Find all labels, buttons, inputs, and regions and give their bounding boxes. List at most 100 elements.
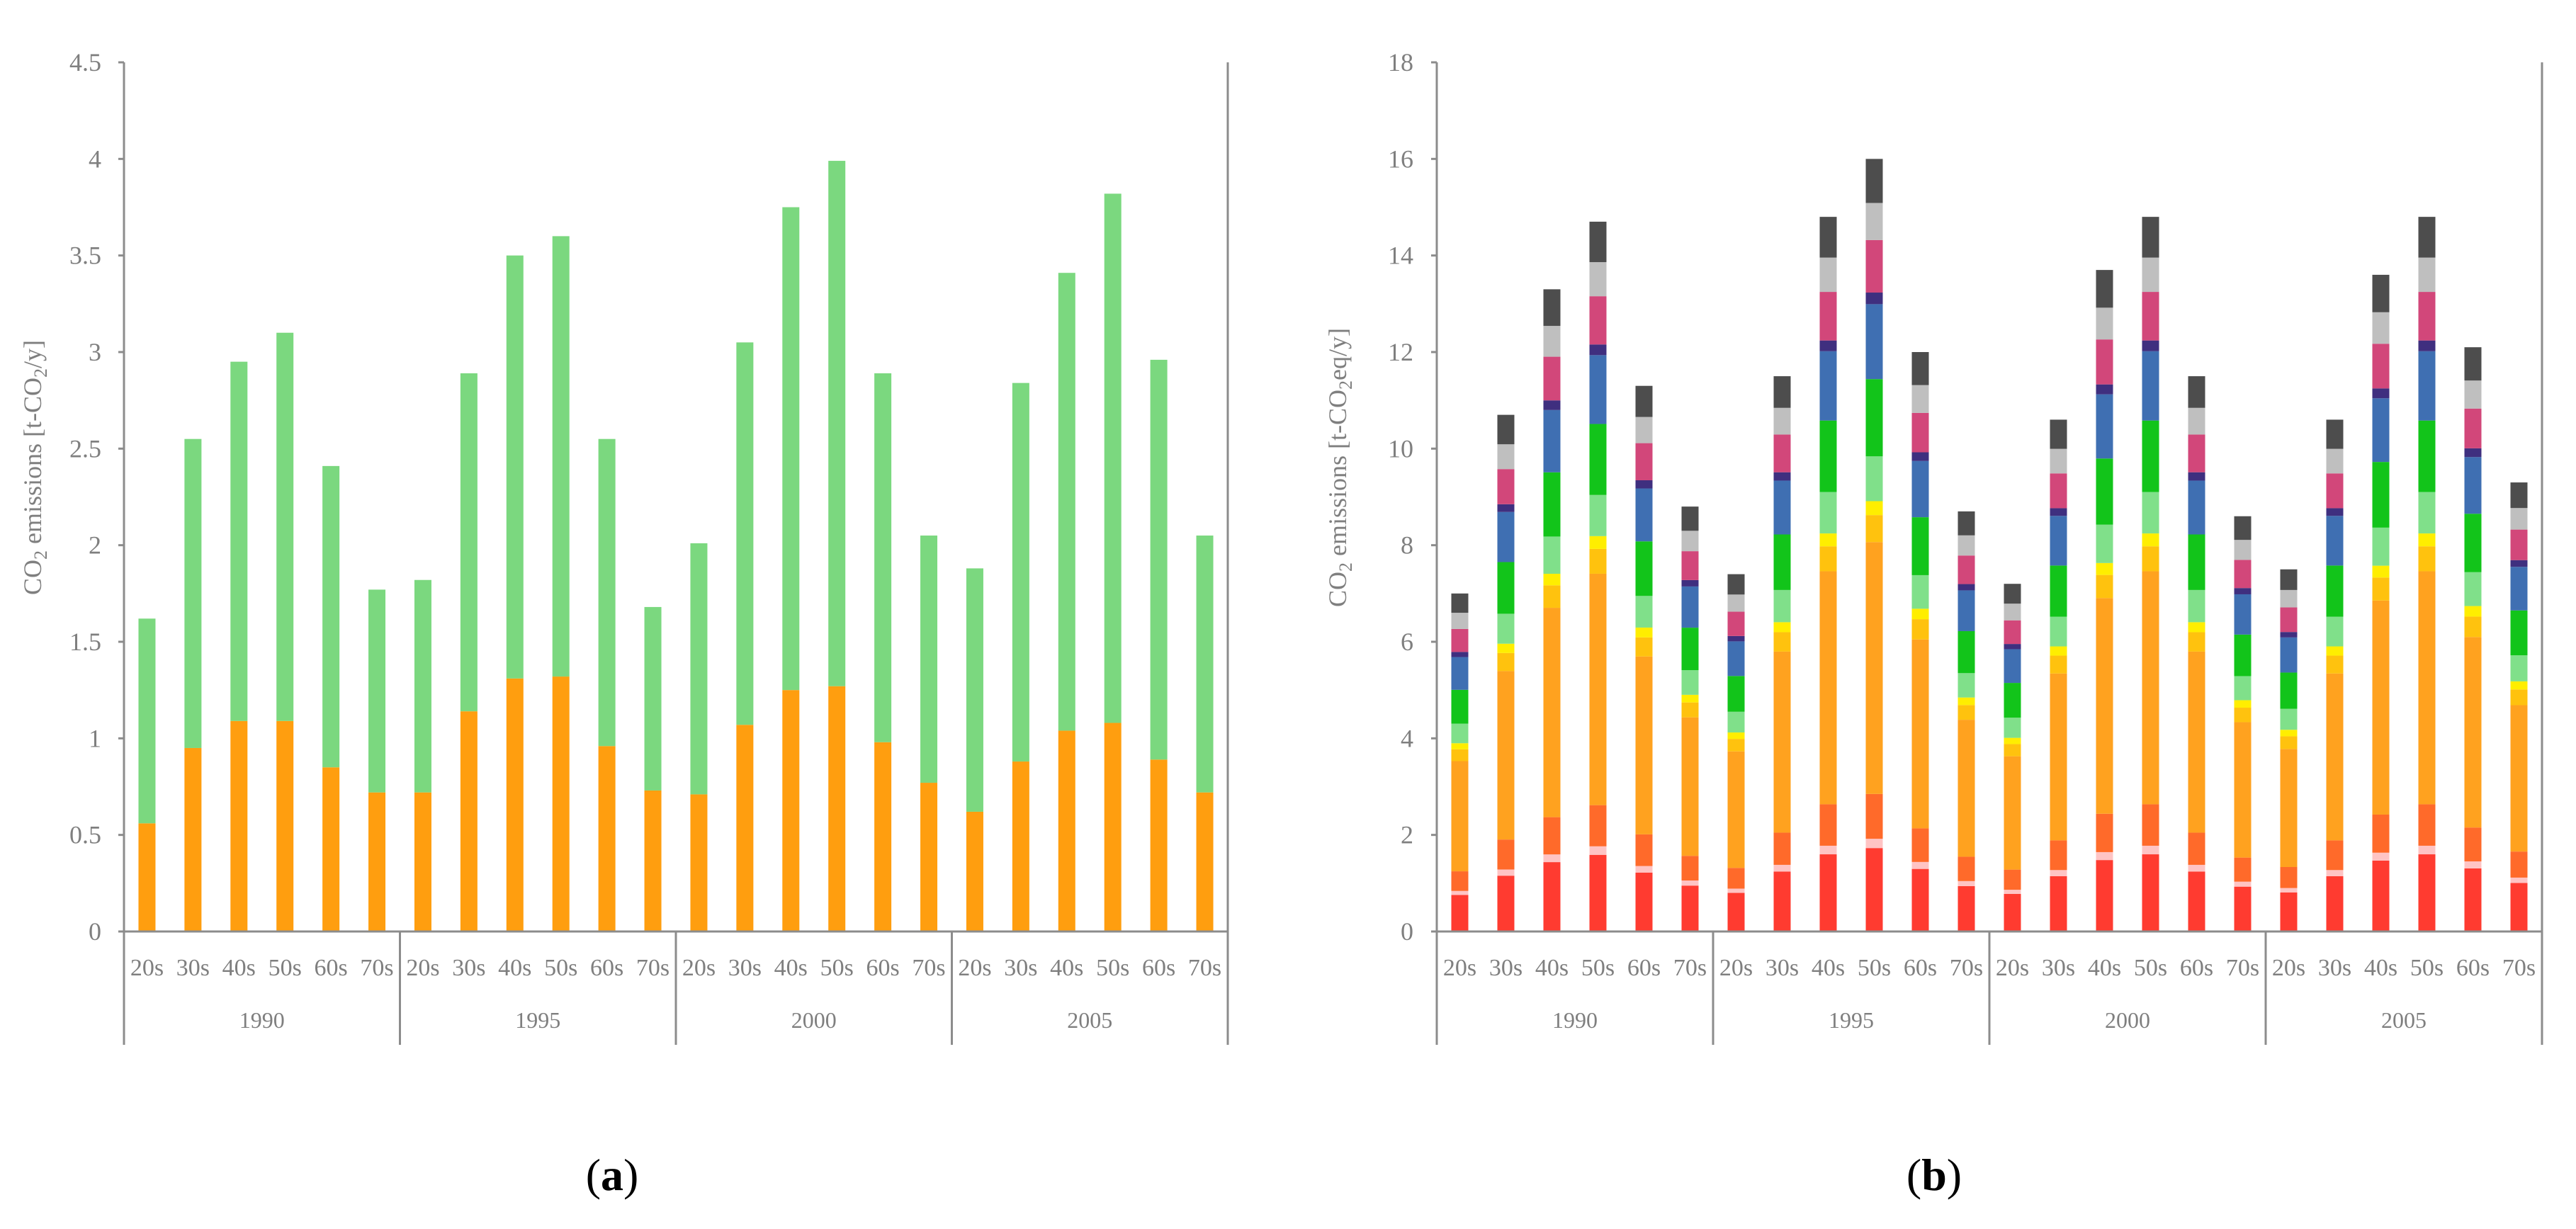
bar-segment (690, 794, 708, 931)
bar-segment (2050, 840, 2067, 871)
bar-segment (2050, 870, 2067, 876)
bar-segment (782, 690, 800, 931)
bar-segment (1589, 805, 1607, 846)
bar-segment (1451, 749, 1469, 761)
bar-segment (2234, 588, 2252, 594)
bar-segment (2234, 634, 2252, 676)
bar-segment (2280, 892, 2298, 931)
bar-segment (2280, 736, 2298, 749)
bar-segment (2326, 419, 2344, 449)
x-category-label: 60s (315, 955, 348, 981)
bar-segment (2096, 394, 2113, 459)
y-tick-label: 8 (1401, 531, 1413, 560)
bar-segment (2050, 616, 2067, 647)
bar-segment (1451, 723, 1469, 744)
bar-segment (2280, 708, 2298, 730)
bar-segment (1012, 383, 1029, 762)
bar-segment (1911, 412, 1929, 453)
bar-segment (1727, 611, 1745, 636)
bar-segment (1451, 652, 1469, 657)
bar-segment (2142, 420, 2159, 492)
bar-segment (1543, 574, 1561, 586)
bar-segment (1589, 221, 1607, 263)
bar-segment (2326, 448, 2344, 474)
bar-segment (1451, 613, 1469, 629)
x-category-label: 70s (2502, 955, 2536, 981)
bar-segment (736, 342, 754, 725)
x-category-label: 20s (1443, 955, 1476, 981)
bar-segment (2234, 886, 2252, 931)
bar-segment (2464, 448, 2482, 458)
bar-segment (2326, 876, 2344, 931)
bar-segment (2142, 492, 2159, 534)
bar-segment (2418, 292, 2436, 341)
bar-segment (2326, 870, 2344, 876)
bar-segment (414, 579, 431, 793)
y-tick-label: 18 (1388, 48, 1413, 77)
x-category-label: 40s (222, 955, 256, 981)
bar-segment (1865, 239, 1883, 293)
y-tick-label: 2 (89, 531, 101, 560)
bar-segment (1727, 739, 1745, 752)
bar-segment (2326, 508, 2344, 516)
bar-segment (2188, 864, 2205, 872)
bar-segment (1681, 506, 1699, 531)
bar-segment (1773, 632, 1791, 652)
bar-segment (1727, 641, 1745, 676)
bar-segment (2142, 854, 2159, 931)
bar-segment (598, 746, 616, 931)
bar-segment (1497, 504, 1515, 512)
x-category-label: 50s (544, 955, 577, 981)
bar-segment (2234, 700, 2252, 708)
y-tick-label: 1 (89, 724, 101, 752)
bar-segment (138, 618, 156, 824)
bar-segment (1196, 536, 1214, 793)
bar-segment (1958, 697, 1975, 706)
bar-segment (1958, 885, 1975, 931)
bar-segment (2280, 749, 2298, 867)
bar-segment (1911, 619, 1929, 640)
bar-segment (2510, 508, 2528, 530)
bar-segment (1958, 720, 1975, 857)
y-tick-label: 4 (89, 145, 101, 173)
bar-segment (966, 811, 983, 931)
bar-segment (1497, 414, 1515, 445)
x-category-label: 20s (130, 955, 164, 981)
x-category-label: 20s (406, 955, 439, 981)
bar-segment (1681, 885, 1699, 931)
bar-segment (2418, 351, 2436, 421)
bar-segment (2096, 860, 2113, 931)
bar-segment (2004, 683, 2021, 718)
bar-segment (2096, 813, 2113, 852)
bar-segment (1451, 628, 1469, 652)
bar-segment (1727, 676, 1745, 712)
bar-segment (1958, 584, 1975, 591)
bar-segment (1911, 452, 1929, 461)
bar-segment (2142, 257, 2159, 293)
bar-segment (1911, 608, 1929, 620)
bar-segment (1958, 705, 1975, 720)
bar-segment (2234, 857, 2252, 882)
bar-segment (2234, 516, 2252, 540)
x-group-label: 2000 (791, 1007, 837, 1033)
bar-segment (1911, 517, 1929, 575)
bar-segment (1451, 895, 1469, 931)
bar-segment (2096, 524, 2113, 563)
bar-segment (1773, 407, 1791, 435)
bar-segment (1911, 828, 1929, 862)
bar-segment (2510, 610, 2528, 656)
bar-segment (1819, 804, 1837, 846)
x-category-label: 30s (2042, 955, 2075, 981)
bar-segment (2050, 673, 2067, 841)
x-group-label: 2000 (2105, 1007, 2150, 1033)
bar-segment (1819, 854, 1837, 931)
y-tick-label: 14 (1388, 242, 1413, 270)
bar-segment (2372, 398, 2390, 463)
bar-segment (2464, 868, 2482, 931)
x-category-label: 60s (866, 955, 900, 981)
x-category-label: 70s (1950, 955, 1983, 981)
bar-segment (2142, 845, 2159, 855)
bar-segment (736, 725, 754, 931)
x-category-label: 70s (2226, 955, 2259, 981)
